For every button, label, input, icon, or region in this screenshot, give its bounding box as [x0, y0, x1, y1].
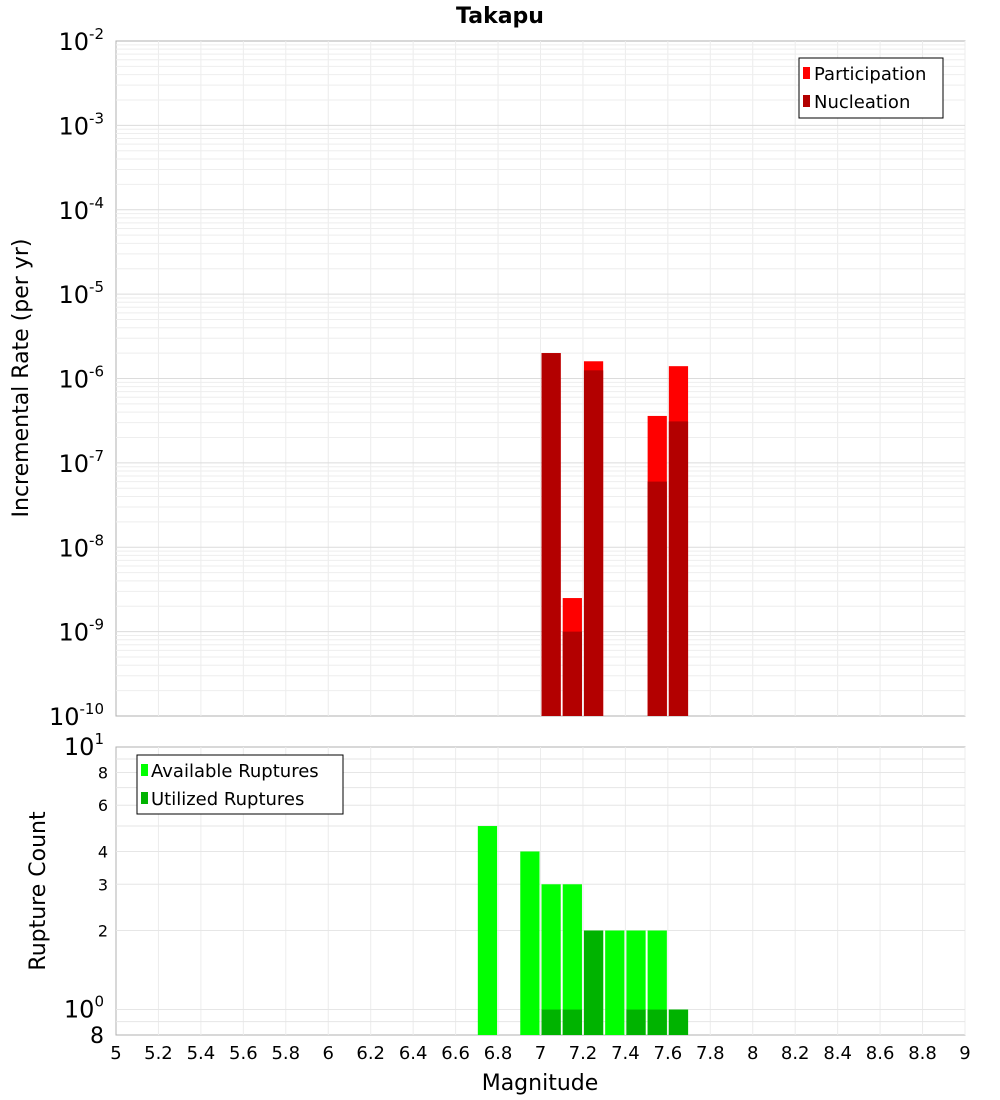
utilized-legend-swatch — [141, 792, 148, 804]
count-legend: Available Ruptures Utilized Ruptures — [136, 754, 344, 815]
rate-panel: 10-10 10-9 10-8 10-7 10-6 10-5 10-4 10-3 10-2 In… — [9, 25, 966, 731]
utilized-ruptures-bar — [562, 1009, 582, 1035]
count-y-tick-label: 8 — [98, 763, 108, 782]
magnitude-x-tick-label: 5.8 — [271, 1043, 300, 1064]
magnitude-x-tick-label: 6.6 — [441, 1043, 470, 1064]
magnitude-x-tick-label: 8 — [747, 1043, 758, 1064]
nucleation-legend-label: Nucleation — [814, 92, 910, 113]
count-y-tick-label: 6 — [98, 796, 108, 815]
magnitude-x-tick-label: 8.4 — [823, 1043, 852, 1064]
rate-y-tick-label: 10-4 — [58, 194, 104, 225]
magnitude-x-ticks: 5 5.2 5.4 5.6 5.8 6 6.2 6.4 6.6 6.8 7 7.2 7.4 7.6 7.8 8… — [110, 1043, 970, 1064]
count-y-tick-label: 100 — [64, 993, 104, 1024]
utilized-ruptures-bar — [668, 1009, 689, 1035]
nucleation-bar — [562, 631, 582, 716]
rate-y-tick-label: 10-5 — [58, 278, 104, 309]
rate-y-tick-label: 10-6 — [58, 363, 104, 394]
rate-y-tick-label: 10-10 — [49, 700, 104, 731]
magnitude-x-tick-label: 5.4 — [187, 1043, 216, 1064]
magnitude-x-tick-label: 6.2 — [356, 1043, 385, 1064]
nucleation-bar — [541, 353, 561, 716]
magnitude-x-tick-label: 6.4 — [399, 1043, 428, 1064]
utilized-ruptures-bar — [541, 1009, 561, 1035]
participation-legend-label: Participation — [814, 64, 926, 85]
count-y-tick-label: 3 — [98, 875, 108, 894]
rate-legend-box — [798, 57, 944, 119]
magnitude-x-tick-label: 6.8 — [484, 1043, 513, 1064]
available-ruptures-bar — [626, 930, 646, 1035]
magnitude-x-tick-label: 7.4 — [611, 1043, 640, 1064]
rate-y-tick-label: 10-7 — [58, 447, 104, 478]
utilized-ruptures-bar — [583, 930, 604, 1035]
magnitude-x-tick-label: 6 — [323, 1043, 334, 1064]
magnitude-x-tick-label: 9 — [959, 1043, 970, 1064]
nucleation-bar — [583, 370, 604, 716]
magnitude-x-tick-label: 5.2 — [144, 1043, 173, 1064]
utilized-legend-label: Utilized Ruptures — [151, 789, 304, 810]
rate-y-tick-label: 10-9 — [58, 616, 104, 647]
participation-legend-swatch — [803, 67, 810, 79]
magnitude-x-tick-label: 7.2 — [569, 1043, 598, 1064]
magnitude-x-tick-label: 7 — [535, 1043, 546, 1064]
rate-gridlines — [116, 41, 966, 716]
chart-title: Takapu — [456, 4, 544, 29]
rate-y-axis-label: Incremental Rate (per yr) — [9, 239, 34, 518]
count-y-tick-label: 101 — [64, 730, 104, 761]
rate-y-ticks: 10-10 10-9 10-8 10-7 10-6 10-5 10-4 10-3 10-2 — [49, 25, 104, 731]
nucleation-bar — [668, 421, 689, 716]
available-legend-label: Available Ruptures — [151, 761, 319, 782]
magnitude-x-tick-label: 8.2 — [781, 1043, 810, 1064]
magnitude-x-tick-label: 5 — [110, 1043, 121, 1064]
available-ruptures-bar — [605, 930, 625, 1035]
available-ruptures-bar — [541, 884, 561, 1035]
nucleation-legend-swatch — [803, 95, 810, 107]
utilized-ruptures-bar — [647, 1009, 667, 1035]
available-ruptures-bar — [647, 930, 667, 1035]
magnitude-x-tick-label: 5.6 — [229, 1043, 258, 1064]
count-y-tick-label: 8 — [90, 1024, 104, 1049]
magnitude-x-tick-label: 7.6 — [654, 1043, 683, 1064]
nucleation-bar — [647, 481, 667, 716]
available-legend-swatch — [141, 764, 148, 776]
available-ruptures-bar — [562, 884, 582, 1035]
count-y-tick-label: 4 — [98, 842, 108, 861]
rate-bars — [541, 353, 689, 716]
available-ruptures-bar — [520, 851, 540, 1035]
rate-legend: Participation Nucleation — [798, 57, 944, 119]
magnitude-x-tick-label: 8.6 — [866, 1043, 895, 1064]
rate-y-tick-label: 10-2 — [58, 25, 104, 56]
rate-y-tick-label: 10-8 — [58, 531, 104, 562]
count-y-tick-label: 2 — [98, 922, 108, 941]
utilized-ruptures-bar — [626, 1009, 646, 1035]
magnitude-x-tick-label: 7.8 — [696, 1043, 725, 1064]
x-axis-label: Magnitude — [482, 1071, 599, 1096]
available-ruptures-bar — [477, 826, 498, 1035]
count-legend-box — [136, 754, 344, 815]
count-bars — [477, 826, 689, 1035]
rate-y-tick-label: 10-3 — [58, 109, 104, 140]
magnitude-x-tick-label: 8.8 — [908, 1043, 937, 1064]
count-y-axis-label: Rupture Count — [26, 811, 51, 971]
